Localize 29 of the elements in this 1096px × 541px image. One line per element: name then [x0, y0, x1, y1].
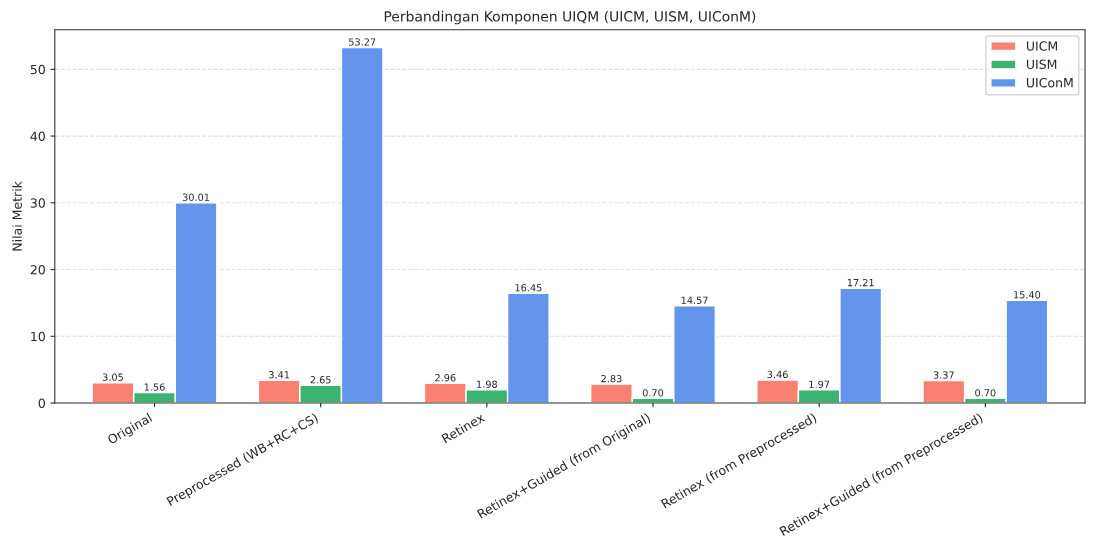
data-label: 1.98: [477, 380, 497, 388]
data-label: 53.27: [349, 38, 376, 46]
data-label: 30.01: [182, 193, 210, 201]
y-tick-label: 40: [30, 131, 45, 141]
y-tick-label: 0: [38, 398, 45, 408]
data-label: 3.37: [933, 371, 954, 379]
data-label: 3.46: [767, 370, 788, 379]
chart-title: Perbandingan Komponen UIQM (UICM, UISM, UIConM): [384, 10, 756, 25]
data-label: 3.05: [102, 373, 123, 381]
legend-label: UISM: [1026, 59, 1057, 70]
data-label: 17.21: [847, 278, 874, 287]
data-label: 2.83: [601, 374, 622, 383]
data-label: 16.45: [515, 284, 542, 292]
data-label: 2.65: [310, 376, 331, 384]
y-tick-label: 50: [30, 64, 45, 75]
y-tick-label: 30: [30, 198, 45, 208]
y-tick-label: 20: [30, 265, 45, 275]
data-label: 3.41: [269, 371, 290, 379]
data-label: 1.97: [809, 380, 830, 389]
data-label: 15.40: [1014, 291, 1041, 299]
data-label: 1.56: [144, 383, 165, 391]
y-tick-label: 10: [31, 331, 45, 342]
data-label: 0.70: [642, 389, 664, 397]
data-label: 14.57: [681, 296, 708, 304]
legend-label: UICM: [1026, 41, 1057, 51]
data-label: 0.70: [975, 389, 996, 397]
data-label: 2.96: [435, 374, 456, 382]
y-axis-title: Nilai Metrik: [12, 181, 22, 251]
legend-label: UIConM: [1026, 77, 1073, 88]
